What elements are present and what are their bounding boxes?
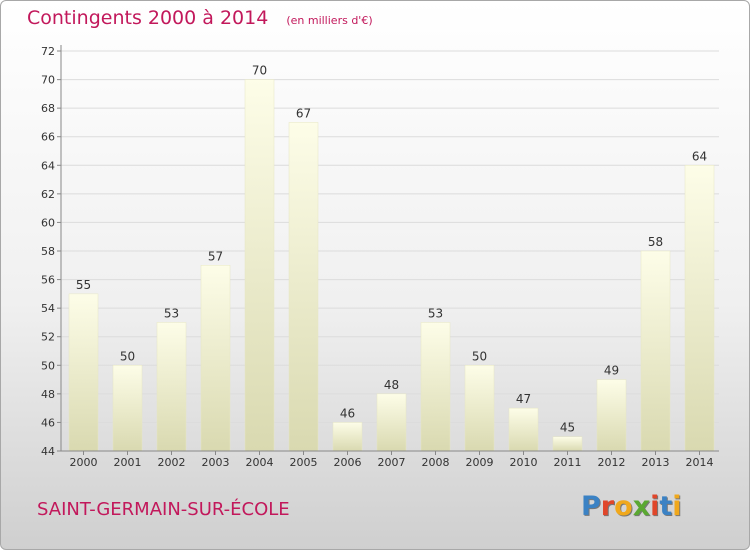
x-tick-label: 2002 [158, 456, 186, 469]
y-tick-label: 44 [41, 445, 55, 458]
bar [332, 422, 363, 452]
bar [596, 379, 627, 452]
y-tick-label: 54 [41, 302, 55, 315]
y-tick-label: 52 [41, 331, 55, 344]
y-axis: 44 46 48 50 52 54 56 58 60 62 64 66 68 70 72 [41, 45, 62, 458]
y-tick-label: 62 [41, 188, 55, 201]
bar [420, 322, 451, 452]
bar-value-label: 70 [252, 64, 267, 78]
town-name: SAINT-GERMAIN-SUR-ÉCOLE [37, 499, 290, 520]
bar [684, 165, 715, 452]
bar [288, 122, 319, 452]
chart-subtitle: (en milliers d'€) [286, 14, 373, 27]
bar [376, 393, 407, 452]
bar [156, 322, 187, 452]
bar [552, 436, 583, 452]
y-tick-label: 66 [41, 131, 55, 144]
y-tick-label: 48 [41, 388, 55, 401]
bar-value-label: 53 [164, 306, 179, 320]
bar-value-label: 57 [208, 249, 223, 263]
y-tick-label: 46 [41, 416, 55, 429]
y-tick-label: 68 [41, 102, 55, 115]
bar-value-label: 64 [692, 149, 707, 163]
logo-letter: P [581, 491, 601, 522]
y-tick-label: 64 [41, 159, 55, 172]
bar-value-label: 49 [604, 364, 619, 378]
bar-value-label: 47 [516, 392, 531, 406]
logo-letter: i [672, 491, 682, 522]
x-tick-label: 2009 [466, 456, 494, 469]
bar [68, 293, 99, 452]
logo-letter: r [600, 491, 615, 522]
bar-value-label: 50 [472, 349, 487, 363]
bar [640, 250, 671, 452]
chart-title-text: Contingents 2000 à 2014 [27, 7, 269, 29]
x-tick-label: 2014 [686, 456, 714, 469]
y-tick-label: 60 [41, 216, 55, 229]
x-tick-label: 2001 [114, 456, 142, 469]
x-tick-label: 2012 [598, 456, 626, 469]
y-tick-label: 58 [41, 245, 55, 258]
bar-value-label: 46 [340, 406, 355, 420]
x-tick-label: 2011 [554, 456, 582, 469]
bars: 55 50 53 57 70 67 46 48 53 50 47 45 49 58 64 [68, 64, 715, 452]
y-tick-label: 50 [41, 359, 55, 372]
x-tick-label: 2004 [246, 456, 274, 469]
x-tick-label: 2006 [334, 456, 362, 469]
bar-value-label: 55 [76, 278, 91, 292]
bar [508, 407, 539, 452]
x-tick-label: 2008 [422, 456, 450, 469]
bar-value-label: 50 [120, 349, 135, 363]
bar [200, 265, 231, 452]
proxiti-logo: Proxiti [581, 491, 682, 522]
logo-letter: x [632, 491, 651, 522]
x-tick-label: 2013 [642, 456, 670, 469]
x-tick-label: 2003 [202, 456, 230, 469]
chart-title: Contingents 2000 à 2014 (en milliers d'€) [27, 7, 373, 29]
x-tick-label: 2007 [378, 456, 406, 469]
y-tick-label: 72 [41, 45, 55, 58]
bar [464, 365, 495, 452]
logo-letter: t [659, 491, 673, 522]
bar-value-label: 67 [296, 106, 311, 120]
x-tick-label: 2010 [510, 456, 538, 469]
bar [112, 365, 143, 452]
y-tick-label: 70 [41, 74, 55, 87]
logo-letter: i [650, 491, 660, 522]
x-tick-label: 2000 [70, 456, 98, 469]
x-tick-label: 2005 [290, 456, 318, 469]
y-tick-label: 56 [41, 274, 55, 287]
bar [244, 79, 275, 452]
bar-value-label: 58 [648, 235, 663, 249]
bar-value-label: 48 [384, 378, 399, 392]
bar-value-label: 53 [428, 306, 443, 320]
bar-value-label: 45 [560, 421, 575, 435]
x-axis: 2000 2001 2002 2003 2004 2005 2006 2007 2008 2009… [61, 450, 719, 469]
logo-letter: o [614, 491, 633, 522]
